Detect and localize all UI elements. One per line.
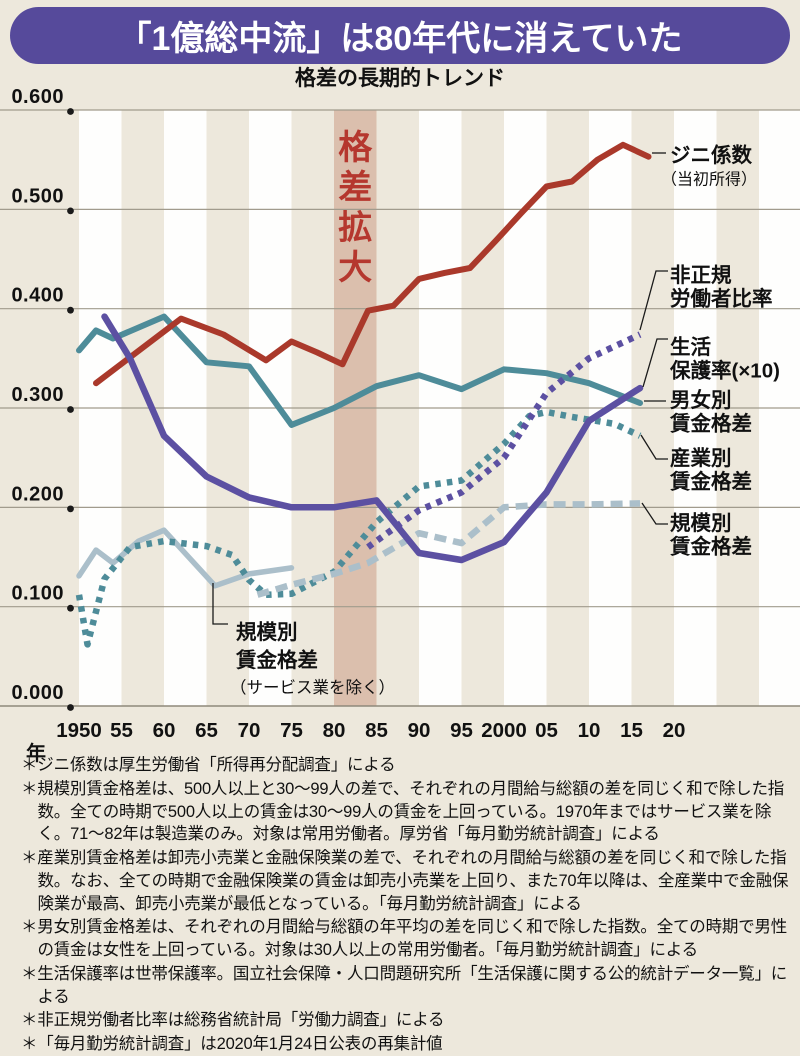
seikatsu-label: 保護率(×10) (669, 359, 780, 383)
chart-title: 格差の長期的トレンド (295, 67, 505, 90)
footnote: ＊産業別賃金格差は卸売小売業と金融保険業の差で、それぞれの月間給与総額の差を同じ… (21, 849, 789, 913)
kibo-excl-sublabel: （サービス業を除く） (230, 678, 395, 697)
footnote: ＊非正規労働者比率は総務省統計局「労働力調査」による (21, 1011, 445, 1030)
hiseiki-line (366, 331, 642, 550)
x-axis-tick-label: 2000 (481, 719, 527, 742)
gini-sublabel: （当初所得） (661, 171, 757, 189)
kibo-label: 規模別 (670, 511, 732, 535)
x-axis-tick-label: 05 (535, 719, 558, 742)
x-axis-tick-label: 55 (110, 719, 133, 742)
band-label: 格差拡大 (338, 129, 373, 287)
kibo-line (256, 500, 641, 598)
header-banner: 「1億総中流」は80年代に消えていた (10, 7, 790, 64)
sangyo-line (75, 408, 642, 648)
footnotes-block: ＊ジニ係数は厚生労働省「所得再分配調査」による ＊規模別賃金格差は、500人以上と… (21, 754, 793, 1056)
axis-dot (67, 108, 74, 115)
axis-dot (67, 306, 74, 314)
axis-dot (67, 505, 74, 513)
danjo-label: 賃金格差 (669, 412, 752, 436)
x-axis-tick-label: 75 (280, 719, 303, 742)
kibo_excl-line (76, 527, 295, 589)
kibo-callout-line (641, 502, 668, 525)
x-axis-tick-label: 90 (408, 719, 431, 742)
x-axis-tick-label: 65 (195, 719, 218, 742)
x-axis-tick-label: 15 (620, 719, 643, 742)
seikatsu-label: 生活 (670, 335, 711, 359)
gini-label: ジニ係数 (670, 143, 752, 167)
y-axis-tick-label: 0.300 (11, 384, 64, 406)
hiseiki-label: 労働者比率 (670, 287, 773, 311)
danjo-label: 男女別 (670, 388, 732, 412)
seikatsu-callout-line (642, 338, 668, 388)
hiseiki-callout-line (639, 270, 668, 331)
y-axis-tick-label: 0.400 (11, 285, 64, 307)
x-axis-tick-label: 20 (663, 719, 686, 742)
x-axis-tick-label: 80 (323, 719, 346, 742)
sangyo-callout-line (640, 434, 668, 460)
kibo-excl-label: 賃金格差 (235, 648, 318, 672)
page-title: 「1億総中流」は80年代に消えていた (117, 20, 683, 58)
y-axis-tick-label: 0.000 (11, 682, 64, 704)
x-axis-tick-label: 60 (153, 719, 176, 742)
footnote: ＊男女別賃金格差は、それぞれの月間給与総額の年平均の差を同じく和で除した指数。全… (21, 918, 788, 960)
danjo-line (76, 313, 643, 428)
axis-dot (67, 207, 74, 215)
y-axis-tick-label: 0.500 (11, 185, 64, 207)
kibo-label: 賃金格差 (669, 535, 752, 559)
seikatsu-line (101, 313, 644, 564)
axis-dot (67, 604, 74, 612)
trend-line-chart: 格差拡大 0.600 0.500 0.400 0.300 0.200 0.100 0.000 産… (0, 86, 800, 765)
gini-line (93, 141, 652, 387)
x-axis-tick-label: 70 (238, 719, 261, 742)
y-axis-tick-label: 0.600 (11, 86, 64, 108)
y-axis-tick-label: 0.100 (11, 583, 64, 605)
kibo-excl-label: 規模別 (236, 620, 298, 644)
kibo_excl-callout-line (212, 583, 228, 625)
x-axis-unit-label: 年 (26, 741, 46, 765)
x-axis-tick-label: 95 (450, 719, 473, 742)
axis-dot (67, 406, 74, 413)
sangyo-label: 賃金格差 (669, 470, 752, 494)
x-axis-tick-label: 1950 (56, 719, 102, 742)
x-axis-tick-label: 10 (578, 719, 601, 742)
footnote: ＊ジニ係数は厚生労働省「所得再分配調査」による (21, 756, 396, 774)
footnote: ＊生活保護率は世帯保護率。国立社会保障・人口問題研究所「生活保護に関する公的統計… (21, 964, 788, 1006)
sangyo-label: 産業別 (670, 446, 732, 470)
footnote: ＊規模別賃金格差は、500人以上と30〜99人の差で、それぞれの月間給与総額の差… (21, 779, 785, 844)
footnote: ＊「毎月勤労統計調査」は2020年1月24日公表の再集計値 (21, 1035, 443, 1054)
axis-dot (67, 704, 74, 711)
x-axis-tick-label: 85 (365, 719, 388, 742)
hiseiki-label: 非正規 (670, 264, 732, 287)
y-axis-tick-label: 0.200 (11, 483, 64, 505)
